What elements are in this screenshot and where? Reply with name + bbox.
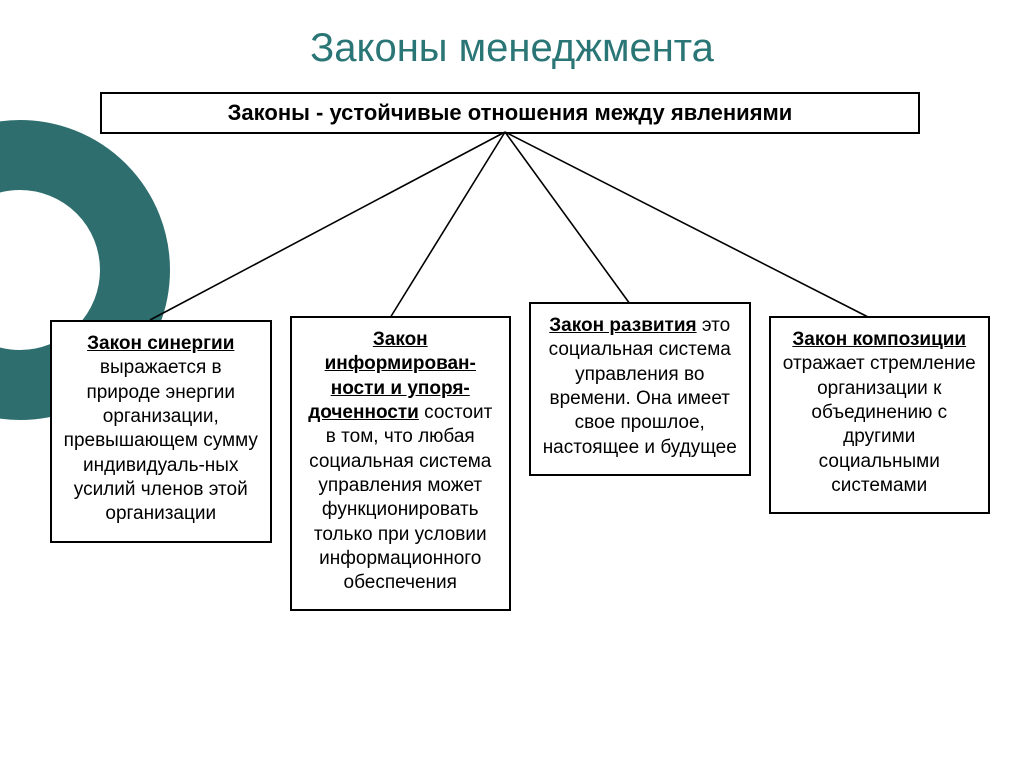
cards-row: Закон синергии выражается в природе энер… <box>50 320 990 611</box>
line-4 <box>505 132 870 318</box>
definition-box: Законы - устойчивые отношения между явле… <box>100 92 920 134</box>
line-3 <box>505 132 630 304</box>
card-body: выражается в природе энергии организации… <box>64 357 258 524</box>
card-body: состоит в том, что любая социальная сист… <box>309 402 492 593</box>
card-body: это социальная система управления во вре… <box>543 315 737 458</box>
card-title: Закон развития <box>549 315 696 336</box>
card-development: Закон развития это социальная система уп… <box>529 302 751 476</box>
card-synergy: Закон синергии выражается в природе энер… <box>50 320 272 543</box>
card-title: Закон синергии <box>87 333 234 354</box>
card-title: Закон композиции <box>792 329 966 350</box>
line-2 <box>390 132 505 318</box>
card-body: отражает стремление организации к объеди… <box>783 353 976 496</box>
line-1 <box>150 132 505 320</box>
page-title: Законы менеджмента <box>0 26 1024 71</box>
card-composition: Закон композиции отражает стремление орг… <box>769 316 991 514</box>
card-information: Закон информирован-ности и упоря-доченно… <box>290 316 512 611</box>
